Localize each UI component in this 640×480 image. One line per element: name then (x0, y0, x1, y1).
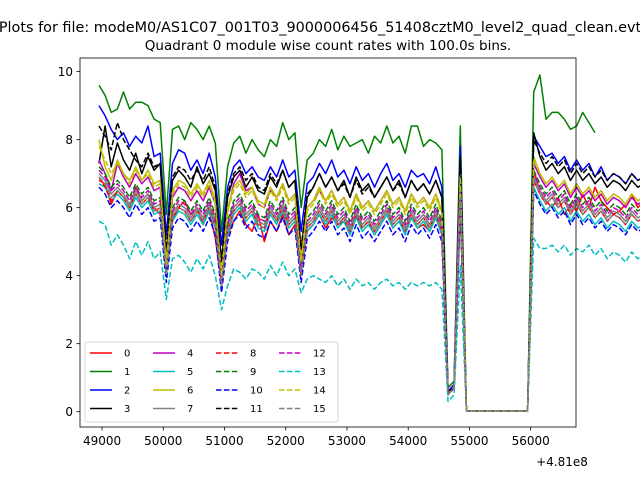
y-tick-label: 4 (65, 269, 73, 283)
legend-label-4: 4 (187, 349, 193, 360)
x-tick-label: 55000 (450, 434, 488, 448)
series-line-9 (98, 166, 640, 412)
series-line-13 (98, 220, 640, 412)
series-line-14 (98, 146, 640, 412)
chart-title: Quadrant 0 module wise count rates with … (145, 38, 511, 54)
x-tick-label: 49000 (83, 434, 121, 448)
y-tick-label: 8 (65, 133, 73, 147)
series-line-11 (98, 121, 640, 412)
series-line-2 (98, 105, 640, 412)
tick-layer: 49000 50000 51000 52000 53000 54000 55000 56000… (58, 65, 550, 448)
series-line-3 (98, 125, 640, 412)
series-line-12 (98, 169, 640, 412)
series-line-15 (98, 176, 640, 412)
x-tick-label: 53000 (328, 434, 366, 448)
legend-box (84, 341, 339, 423)
legend-label-12: 12 (313, 349, 326, 360)
figure-suptitle: Plots for file: modeM0/AS1C07_001T03_900… (0, 20, 640, 36)
series-layer (98, 74, 640, 412)
legend-label-3: 3 (124, 404, 130, 415)
x-tick-label: 56000 (512, 434, 550, 448)
series-line-10 (98, 186, 640, 412)
legend-label-2: 2 (124, 386, 130, 397)
series-line-7 (98, 173, 640, 412)
series-line-5 (98, 183, 640, 412)
y-tick-label: 6 (65, 201, 73, 215)
legend-label-0: 0 (124, 349, 130, 360)
x-tick-label: 52000 (267, 434, 305, 448)
x-offset-label: +4.81e8 (536, 455, 588, 469)
y-tick-label: 2 (65, 337, 73, 351)
axes-frame (79, 57, 577, 428)
x-tick-label: 54000 (389, 434, 427, 448)
legend-label-11: 11 (250, 404, 263, 415)
legend-label-6: 6 (187, 386, 193, 397)
legend-label-14: 14 (313, 386, 326, 397)
legend-label-10: 10 (250, 386, 263, 397)
legend-label-9: 9 (250, 367, 256, 378)
x-tick-label: 51000 (205, 434, 243, 448)
x-tick-label: 50000 (144, 434, 182, 448)
legend-label-15: 15 (313, 404, 326, 415)
legend-label-1: 1 (124, 367, 130, 378)
legend-label-5: 5 (187, 367, 193, 378)
legend-label-8: 8 (250, 349, 256, 360)
legend-label-13: 13 (313, 367, 326, 378)
legend-label-7: 7 (187, 404, 193, 415)
y-tick-label: 0 (65, 405, 73, 419)
y-tick-label: 10 (58, 65, 73, 79)
